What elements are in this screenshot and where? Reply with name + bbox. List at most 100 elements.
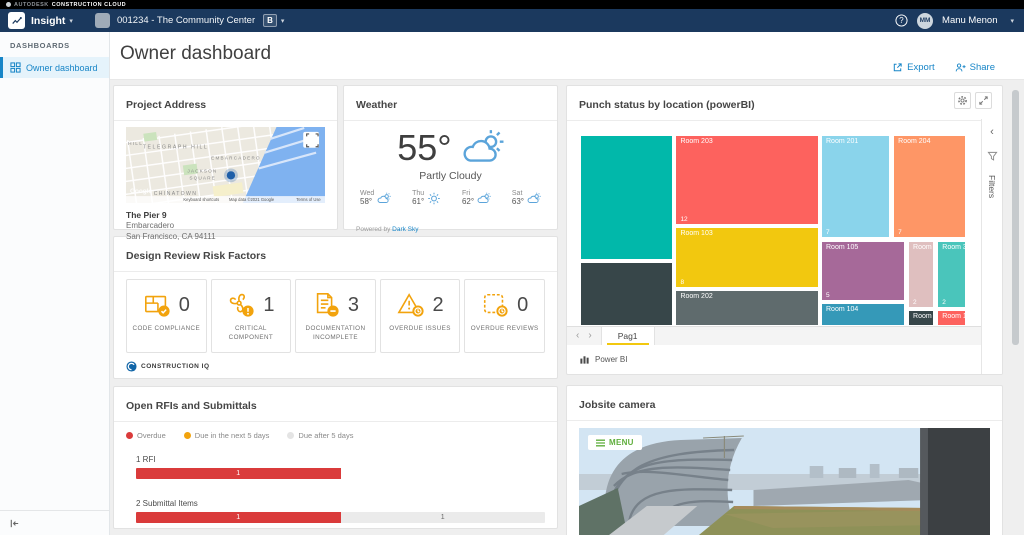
card-title: Design Review Risk Factors bbox=[126, 250, 267, 262]
page-scrollbar[interactable] bbox=[1012, 90, 1019, 345]
brand-suffix: CONSTRUCTION CLOUD bbox=[51, 1, 127, 8]
user-name[interactable]: Manu Menon bbox=[942, 15, 998, 26]
treemap-block[interactable]: Room 3…2 bbox=[908, 241, 935, 309]
construction-iq-icon bbox=[126, 361, 137, 372]
warning-clock-icon bbox=[397, 291, 425, 319]
risk-metric[interactable]: 0 CODE COMPLIANCE bbox=[126, 279, 207, 353]
risk-metric-label: CRITICAL COMPONENT bbox=[228, 325, 274, 342]
collapse-filters-icon[interactable]: ‹ bbox=[990, 126, 994, 138]
partly-cloudy-icon bbox=[462, 129, 504, 167]
forecast-day: Sat 63° bbox=[512, 190, 541, 206]
project-name: 001234 - The Community Center bbox=[116, 15, 256, 26]
map-marker bbox=[226, 171, 236, 180]
address-name: The Pier 9 bbox=[126, 210, 167, 220]
camera-menu-button[interactable]: MENU bbox=[588, 435, 642, 450]
treemap-block[interactable]: Room 3…2 bbox=[937, 241, 966, 309]
dashboard-grid-icon bbox=[10, 62, 21, 73]
camera-image bbox=[579, 428, 990, 535]
treemap-block[interactable]: Room 201 7 bbox=[821, 135, 891, 239]
legend-dot bbox=[183, 432, 191, 439]
powerbi-icon bbox=[579, 354, 590, 365]
avatar[interactable]: MM bbox=[917, 12, 934, 29]
sidebar-section-label: DASHBOARDS bbox=[10, 41, 70, 50]
treemap-block[interactable]: Room 1… bbox=[937, 310, 966, 326]
camera-feed: MENU bbox=[579, 428, 990, 535]
app-name[interactable]: Insight bbox=[31, 14, 66, 27]
tab-next-arrow[interactable]: › bbox=[588, 330, 592, 341]
filters-label: Filters bbox=[987, 175, 997, 199]
tab-pag1[interactable]: Pag1 bbox=[600, 327, 655, 345]
map-label: SQUARE bbox=[189, 175, 216, 181]
risk-metric-value: 2 bbox=[432, 293, 444, 316]
address-line1: Embarcadero bbox=[126, 221, 175, 230]
risk-metric-label: OVERDUE ISSUES bbox=[389, 325, 451, 332]
export-button[interactable]: Export bbox=[892, 62, 935, 73]
brand-bar: AUTODESK CONSTRUCTION CLOUD bbox=[0, 0, 1024, 9]
export-icon bbox=[892, 62, 903, 73]
map-image: HILL TELEGRAPH HILL EMBARCADERO JACKSON … bbox=[126, 127, 325, 203]
page-title: Owner dashboard bbox=[120, 43, 272, 64]
map[interactable]: HILL TELEGRAPH HILL EMBARCADERO JACKSON … bbox=[126, 127, 325, 203]
tab-prev-arrow[interactable]: ‹ bbox=[576, 330, 580, 341]
risk-metric-value: 0 bbox=[178, 293, 190, 316]
map-label: TELEGRAPH HILL bbox=[143, 145, 209, 151]
map-label: HILL bbox=[128, 141, 143, 147]
insight-app-icon[interactable] bbox=[8, 12, 25, 29]
design-review-risk-card: Design Review Risk Factors 0 CODE COMPLIA… bbox=[113, 236, 558, 379]
weather-attribution: Powered by Dark Sky bbox=[356, 226, 419, 233]
autodesk-logo-icon bbox=[6, 2, 11, 7]
bar-segment: 1 bbox=[136, 512, 341, 523]
treemap-block[interactable]: Room 105 5 bbox=[821, 241, 906, 302]
map-attribution: Map data ©2021 Google bbox=[229, 197, 275, 202]
treemap-block[interactable]: Room 203 12 bbox=[675, 135, 819, 226]
card-title: Punch status by location (powerBI) bbox=[579, 99, 755, 111]
bar-row-label: 2 Submittal Items bbox=[136, 499, 198, 508]
risk-metric-value: 3 bbox=[347, 293, 360, 316]
map-label: JACKSON bbox=[187, 168, 217, 174]
treemap-block[interactable] bbox=[580, 135, 674, 261]
forecast-day: Wed 58° bbox=[360, 190, 391, 206]
risk-metric[interactable]: 1 CRITICAL COMPONENT bbox=[210, 279, 292, 353]
filter-funnel-icon[interactable] bbox=[986, 151, 998, 162]
doc-clock-icon bbox=[481, 291, 509, 319]
dark-sky-link[interactable]: Dark Sky bbox=[392, 226, 419, 233]
share-button[interactable]: Share bbox=[955, 62, 995, 73]
legend-item: Overdue bbox=[126, 431, 166, 440]
treemap-block[interactable] bbox=[580, 261, 674, 326]
sidebar-item-label: Owner dashboard bbox=[26, 62, 98, 73]
project-selector[interactable]: 001234 - The Community Center B ▾ bbox=[94, 13, 284, 28]
sidebar-collapse-button[interactable] bbox=[0, 510, 109, 535]
sidebar-item-owner-dashboard[interactable]: Owner dashboard bbox=[0, 57, 109, 78]
map-keyboard-shortcuts-link[interactable]: Keyboard shortcuts bbox=[183, 197, 219, 202]
treemap-block[interactable]: Room 204 7 bbox=[893, 135, 966, 239]
sidebar: DASHBOARDS Owner dashboard bbox=[0, 32, 110, 535]
hamburger-menu-icon bbox=[596, 439, 605, 447]
treemap-block[interactable]: Room 104 bbox=[821, 303, 906, 326]
page-header: Owner dashboard Export Share bbox=[110, 32, 1024, 80]
treemap: Room 203 12 Room 103 8 Room 202 Room 201 7 Room… bbox=[580, 135, 990, 326]
punch-status-card: Punch status by location (powerBI) Room … bbox=[566, 85, 1003, 375]
google-watermark: Google bbox=[130, 188, 153, 195]
map-label: EMBARCADERO bbox=[211, 156, 261, 161]
treemap-block[interactable]: Room 2… bbox=[908, 310, 935, 326]
treemap-block[interactable]: Room 103 8 bbox=[675, 227, 819, 289]
map-fullscreen-button[interactable] bbox=[303, 131, 320, 148]
collapse-panel-icon bbox=[9, 518, 20, 529]
partly-cloudy-icon bbox=[377, 192, 391, 205]
map-terms-link[interactable]: Terms of Use bbox=[296, 197, 321, 202]
help-icon[interactable]: ? bbox=[895, 14, 908, 27]
card-title: Weather bbox=[356, 99, 398, 111]
sunny-icon bbox=[427, 192, 441, 205]
treemap-block[interactable]: Room 202 bbox=[675, 290, 819, 326]
risk-metric[interactable]: 0 OVERDUE REVIEWS bbox=[464, 279, 545, 353]
risk-metric[interactable]: 3 DOCUMENTATION INCOMPLETE bbox=[295, 279, 376, 353]
settings-button[interactable] bbox=[954, 92, 971, 109]
chevron-down-icon: ▾ bbox=[69, 17, 73, 25]
risk-metric[interactable]: 2 OVERDUE ISSUES bbox=[379, 279, 461, 353]
expand-button[interactable] bbox=[975, 92, 992, 109]
chevron-down-icon: ▾ bbox=[1010, 17, 1014, 25]
gear-icon bbox=[957, 95, 968, 106]
risk-metric-label: DOCUMENTATION INCOMPLETE bbox=[305, 325, 366, 342]
bar-segment: 1 bbox=[136, 468, 341, 479]
bar-row: 2 Submittal Items 1 1 bbox=[136, 499, 545, 523]
